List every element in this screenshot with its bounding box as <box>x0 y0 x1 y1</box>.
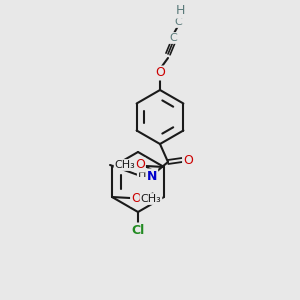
Text: CH₃: CH₃ <box>115 160 135 170</box>
Text: H: H <box>175 4 185 17</box>
Text: O: O <box>155 67 165 80</box>
Text: Cl: Cl <box>131 224 145 236</box>
Text: CH₃: CH₃ <box>141 194 161 204</box>
Text: C: C <box>169 33 177 43</box>
Text: H: H <box>138 169 146 179</box>
Text: O: O <box>183 154 193 166</box>
Text: O: O <box>135 158 145 172</box>
Text: C: C <box>174 17 182 27</box>
Text: O: O <box>131 193 141 206</box>
Text: N: N <box>147 169 157 182</box>
